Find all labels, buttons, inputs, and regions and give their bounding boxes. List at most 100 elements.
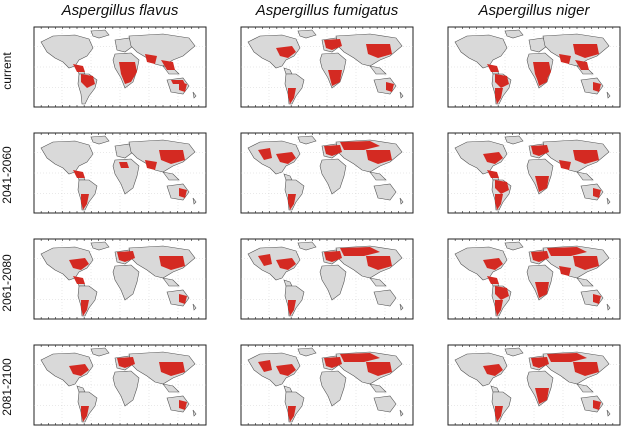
column-title-2: Aspergillus fumigatus: [255, 2, 399, 19]
suitable-area-south-america-south: [288, 194, 296, 210]
map-panel-current-3: [447, 26, 621, 108]
suitable-area-east-asia: [366, 362, 392, 376]
landmass: [114, 143, 134, 159]
landmass: [192, 197, 197, 205]
suitable-area-africa-south: [535, 282, 549, 298]
world-map: [33, 344, 207, 426]
suitable-area-south-america-north: [81, 74, 95, 88]
landmass: [162, 171, 180, 181]
suitable-area-south-asia: [559, 160, 571, 170]
landmass: [90, 135, 110, 145]
suitable-area-australia-east: [593, 294, 601, 304]
suitable-area-australia-east: [386, 82, 394, 92]
suitable-area-south-america-south: [288, 406, 296, 422]
suitable-area-east-asia: [159, 256, 185, 270]
row-label-2081-2100: 2081-2100: [0, 358, 14, 416]
landmass: [369, 171, 387, 181]
suitable-area-north-america-west: [258, 360, 272, 372]
suitable-area-north-america-east: [69, 258, 89, 270]
landmass: [247, 140, 301, 175]
landmass: [606, 91, 611, 99]
landmass: [504, 241, 524, 251]
column-title-3: Aspergillus niger: [478, 2, 590, 19]
suitable-area-central-america: [487, 170, 499, 178]
map-panel-2081-2100-2: [240, 344, 414, 426]
suitable-area-russia: [547, 247, 587, 256]
map-panel-2061-2080-2: [240, 238, 414, 320]
suitable-area-south-america-south: [81, 300, 89, 316]
suitable-area-central-america: [73, 170, 85, 178]
suitable-area-north-america-east: [276, 364, 296, 376]
landmass: [114, 37, 134, 53]
map-panel-current-1: [33, 26, 207, 108]
suitable-area-east-asia: [159, 362, 185, 376]
landmass: [504, 347, 524, 357]
suitable-area-north-america-east: [483, 152, 503, 164]
suitable-area-europe: [531, 145, 549, 156]
landmass: [297, 347, 317, 357]
world-map: [240, 132, 414, 214]
landmass: [369, 65, 387, 75]
suitable-area-europe: [324, 39, 342, 50]
row-label-current: current: [0, 52, 14, 90]
world-map: [447, 26, 621, 108]
landmass: [112, 370, 140, 407]
landmass: [90, 347, 110, 357]
landmass: [192, 303, 197, 311]
suitable-area-south-asia: [145, 160, 157, 170]
world-map: [240, 26, 414, 108]
suitable-area-russia: [340, 247, 380, 256]
suitable-area-north-america-east: [483, 258, 503, 270]
landmass: [297, 135, 317, 145]
world-map: [447, 344, 621, 426]
world-map: [33, 26, 207, 108]
landmass: [576, 171, 594, 181]
world-map: [240, 344, 414, 426]
landmass: [112, 158, 140, 195]
map-panel-2041-2060-1: [33, 132, 207, 214]
suitable-area-africa-south: [535, 388, 549, 404]
map-panel-2061-2080-3: [447, 238, 621, 320]
suitable-area-south-america-south: [81, 194, 89, 210]
map-panel-current-2: [240, 26, 414, 108]
suitable-area-south-america-south: [495, 300, 503, 316]
world-map: [33, 238, 207, 320]
suitable-area-africa-north-patches: [119, 162, 129, 168]
landmass: [606, 409, 611, 417]
suitable-area-south-america-south: [495, 88, 503, 104]
landmass: [528, 37, 548, 53]
suitable-area-north-america-east: [276, 46, 296, 58]
suitable-area-central-america: [73, 64, 85, 72]
landmass: [454, 140, 508, 175]
suitable-area-africa-south: [535, 70, 549, 86]
suitable-area-east-asia: [159, 150, 185, 164]
suitable-area-europe: [117, 357, 135, 368]
map-panel-2041-2060-3: [447, 132, 621, 214]
suitable-area-south-asia: [559, 54, 571, 64]
landmass: [192, 409, 197, 417]
suitable-area-east-asia: [573, 362, 599, 376]
suitable-area-south-america-north: [495, 180, 509, 194]
suitable-area-australia-east: [593, 188, 601, 198]
landmass: [319, 264, 347, 301]
suitable-area-east-asia: [366, 44, 392, 58]
suitable-area-north-america-east: [276, 152, 296, 164]
row-label-2041-2060: 2041-2060: [0, 146, 14, 204]
suitable-area-south-asia: [559, 266, 571, 276]
suitable-area-europe: [324, 357, 342, 368]
landmass: [247, 34, 301, 69]
suitable-area-australia-east: [179, 400, 187, 410]
suitable-area-east-asia: [573, 150, 599, 164]
suitable-area-east-asia: [573, 256, 599, 270]
suitable-area-europe: [531, 251, 549, 262]
landmass: [576, 277, 594, 287]
suitable-area-central-america: [487, 276, 499, 284]
suitable-area-north-america-west: [258, 148, 272, 160]
suitable-area-south-america-south: [495, 406, 503, 422]
landmass: [504, 29, 524, 39]
map-panel-2081-2100-3: [447, 344, 621, 426]
map-panel-2041-2060-2: [240, 132, 414, 214]
landmass: [369, 277, 387, 287]
suitable-area-europe: [117, 251, 135, 262]
suitable-area-east-asia: [573, 44, 599, 58]
